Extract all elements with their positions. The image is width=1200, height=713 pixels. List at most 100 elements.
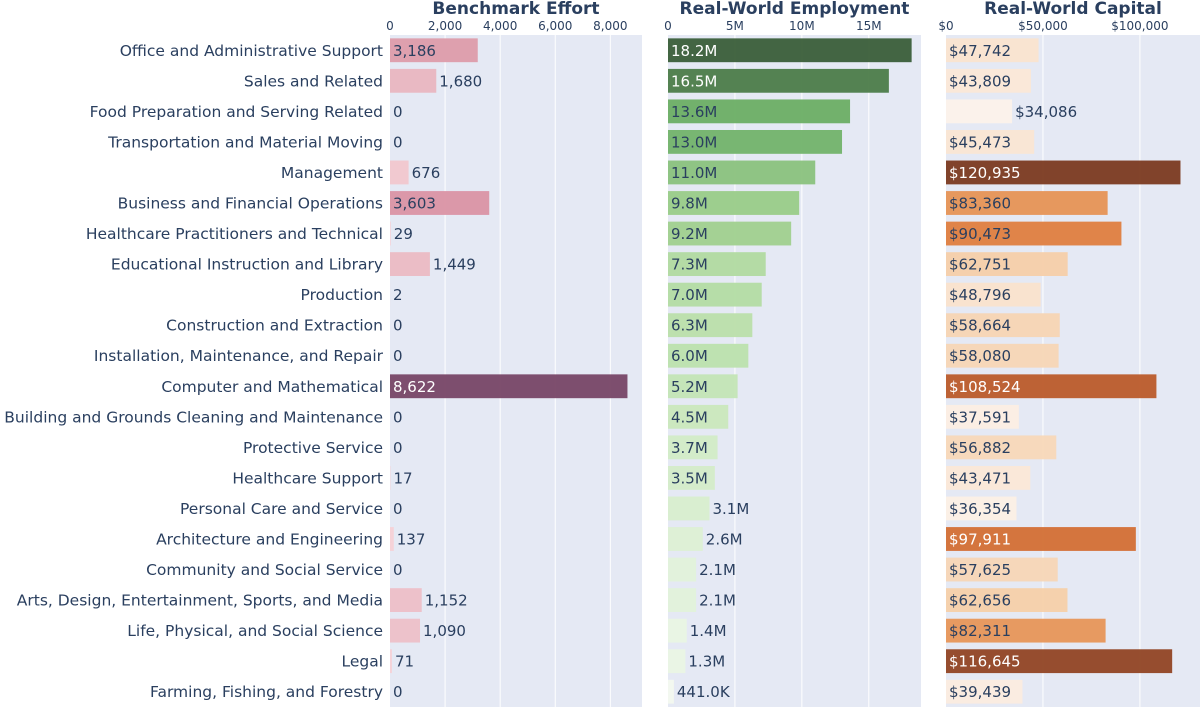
x-tick-label: 8,000 — [593, 19, 627, 33]
bar-value-label: 5.2M — [671, 378, 708, 396]
category-label: Sales and Related — [244, 72, 383, 90]
bar-value-label: 2.1M — [699, 592, 736, 610]
category-label: Life, Physical, and Social Science — [127, 622, 383, 640]
category-label: Community and Social Service — [146, 561, 383, 579]
bar-value-label: $37,591 — [949, 408, 1011, 426]
bar-value-label: 7.3M — [671, 256, 708, 274]
bar-value-label: 3.7M — [671, 439, 708, 457]
x-tick-label: 4,000 — [483, 19, 517, 33]
bar-value-label: 1,090 — [423, 622, 466, 640]
category-label: Construction and Extraction — [166, 317, 383, 335]
bar-value-label: $90,473 — [949, 225, 1011, 243]
bar-value-label: 6.3M — [671, 317, 708, 335]
bar-value-label: 0 — [393, 561, 403, 579]
bar-value-label: $36,354 — [949, 500, 1011, 518]
x-tick-label: 0 — [664, 19, 672, 33]
x-tick-label: $50,000 — [1018, 19, 1068, 33]
bar-value-label: 676 — [412, 164, 441, 182]
bar — [668, 619, 687, 643]
category-label: Personal Care and Service — [180, 500, 383, 518]
bar — [390, 222, 391, 246]
panel-title: Real-World Employment — [680, 0, 910, 19]
bar — [390, 619, 420, 643]
bar-value-label: 1.4M — [690, 622, 727, 640]
bar-value-label: 2.1M — [699, 561, 736, 579]
bar-value-label: 1,449 — [433, 256, 476, 274]
bar-value-label: 13.6M — [671, 103, 717, 121]
bar — [668, 558, 696, 582]
bar-value-label: $83,360 — [949, 195, 1011, 213]
bar-value-label: 1.3M — [688, 653, 725, 671]
category-label: Healthcare Practitioners and Technical — [86, 225, 383, 243]
bar-value-label: $116,645 — [949, 653, 1021, 671]
bar-value-label: 0 — [393, 408, 403, 426]
bar-value-label: 3,603 — [393, 195, 436, 213]
x-tick-label: 10M — [789, 19, 815, 33]
bar-value-label: 0 — [393, 317, 403, 335]
bar — [390, 69, 436, 93]
bar-value-label: 4.5M — [671, 408, 708, 426]
category-label: Business and Financial Operations — [118, 195, 383, 213]
bar-value-label: $56,882 — [949, 439, 1011, 457]
bar-value-label: 0 — [393, 500, 403, 518]
bar-value-label: $62,751 — [949, 256, 1011, 274]
x-tick-label: 2,000 — [428, 19, 462, 33]
bar — [668, 497, 709, 521]
bar-value-label: $108,524 — [949, 378, 1021, 396]
bar-value-label: $34,086 — [1015, 103, 1077, 121]
category-label: Arts, Design, Entertainment, Sports, and… — [17, 592, 383, 610]
category-label: Production — [301, 286, 383, 304]
x-tick-label: $0 — [938, 19, 953, 33]
bar-value-label: $57,625 — [949, 561, 1011, 579]
bar-value-label: 29 — [394, 225, 413, 243]
bar — [390, 588, 422, 612]
x-tick-label: 15M — [856, 19, 882, 33]
bar-value-label: 0 — [393, 347, 403, 365]
bar — [946, 99, 1012, 123]
bar-value-label: 9.8M — [671, 195, 708, 213]
bar-value-label: 8,622 — [393, 378, 436, 396]
x-tick-label: 6,000 — [538, 19, 572, 33]
bar-value-label: $48,796 — [949, 286, 1011, 304]
bar-value-label: 0 — [393, 133, 403, 151]
bar-value-label: $58,080 — [949, 347, 1011, 365]
bar-value-label: 11.0M — [671, 164, 717, 182]
category-label: Installation, Maintenance, and Repair — [94, 347, 384, 365]
x-tick-label: 5M — [726, 19, 744, 33]
bar-value-label: 17 — [393, 469, 412, 487]
bar — [390, 252, 430, 276]
category-label: Computer and Mathematical — [161, 378, 383, 396]
category-label: Farming, Fishing, and Forestry — [150, 683, 383, 701]
bar — [668, 680, 674, 704]
category-label: Office and Administrative Support — [120, 42, 383, 60]
bar-value-label: $97,911 — [949, 531, 1011, 549]
bar-value-label: 71 — [395, 653, 414, 671]
category-label: Transportation and Material Moving — [107, 133, 383, 151]
x-tick-label: 0 — [386, 19, 394, 33]
bar — [390, 161, 409, 185]
bar-value-label: 0 — [393, 439, 403, 457]
bar-value-label: 7.0M — [671, 286, 708, 304]
bar-value-label: 9.2M — [671, 225, 708, 243]
bar — [668, 588, 696, 612]
bar-value-label: $120,935 — [949, 164, 1021, 182]
bar-value-label: $82,311 — [949, 622, 1011, 640]
bar-value-label: $47,742 — [949, 42, 1011, 60]
category-label: Educational Instruction and Library — [111, 256, 383, 274]
category-label: Food Preparation and Serving Related — [90, 103, 383, 121]
bar-value-label: 137 — [397, 531, 426, 549]
bar-value-label: 3.1M — [712, 500, 749, 518]
bar-value-label: $43,471 — [949, 469, 1011, 487]
category-label: Protective Service — [243, 439, 383, 457]
bar-value-label: $45,473 — [949, 133, 1011, 151]
category-label: Management — [281, 164, 383, 182]
bar-value-label: $39,439 — [949, 683, 1011, 701]
panel-title: Benchmark Effort — [432, 0, 599, 19]
bar-value-label: 0 — [393, 103, 403, 121]
x-tick-label: $100,000 — [1111, 19, 1168, 33]
category-label: Building and Grounds Cleaning and Mainte… — [4, 408, 383, 426]
bar-value-label: 441.0K — [677, 683, 731, 701]
